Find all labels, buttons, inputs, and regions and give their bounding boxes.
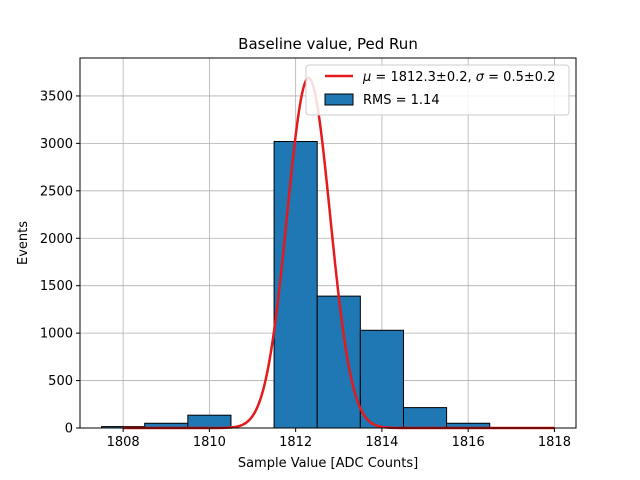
legend-hist-swatch xyxy=(324,93,354,106)
y-tick-label: 0 xyxy=(65,422,73,437)
histogram-bar xyxy=(187,414,232,429)
x-tick-label: 1814 xyxy=(365,435,398,450)
y-tick-label: 1000 xyxy=(40,327,73,342)
histogram-bar xyxy=(316,295,361,429)
y-tick-label: 2000 xyxy=(40,232,73,247)
plot-frame xyxy=(79,57,577,429)
y-tick-label: 500 xyxy=(48,374,73,389)
x-tick-label: 1818 xyxy=(538,435,571,450)
x-axis: 1808 1810 1812 1814 1816 1818 xyxy=(107,428,571,450)
histogram-bar xyxy=(402,407,448,429)
x-axis-label: Sample Value [ADC Counts] xyxy=(238,456,418,471)
y-tick-label: 1500 xyxy=(40,279,73,294)
histogram-bar xyxy=(273,140,318,429)
y-axis: 0 500 1000 1500 2000 2500 3000 3500 xyxy=(40,89,80,437)
legend-hist-label: RMS = 1.14 xyxy=(363,93,440,108)
y-tick-label: 2500 xyxy=(40,184,73,199)
legend-fit-label: μ = 1812.3±0.2, σ = 0.5±0.2 xyxy=(362,70,555,85)
x-tick-label: 1810 xyxy=(193,435,226,450)
histogram-bars xyxy=(101,140,491,429)
x-tick-label: 1808 xyxy=(107,435,140,450)
y-axis-label: Events xyxy=(16,221,31,265)
legend-mu-symbol: μ xyxy=(362,70,371,85)
y-tick-label: 3500 xyxy=(40,89,73,104)
x-tick-label: 1816 xyxy=(452,435,485,450)
histogram-bar xyxy=(359,329,404,429)
legend: μ = 1812.3±0.2, σ = 0.5±0.2 RMS = 1.14 xyxy=(305,64,570,116)
legend-sigma-value: = 0.5±0.2 xyxy=(484,70,555,85)
legend-box xyxy=(305,64,570,116)
legend-sigma-symbol: σ xyxy=(476,70,485,85)
y-tick-label: 3000 xyxy=(40,137,73,152)
chart-title: Baseline value, Ped Run xyxy=(238,35,418,53)
legend-mu-value: = 1812.3±0.2, xyxy=(371,70,475,85)
x-tick-label: 1812 xyxy=(279,435,312,450)
